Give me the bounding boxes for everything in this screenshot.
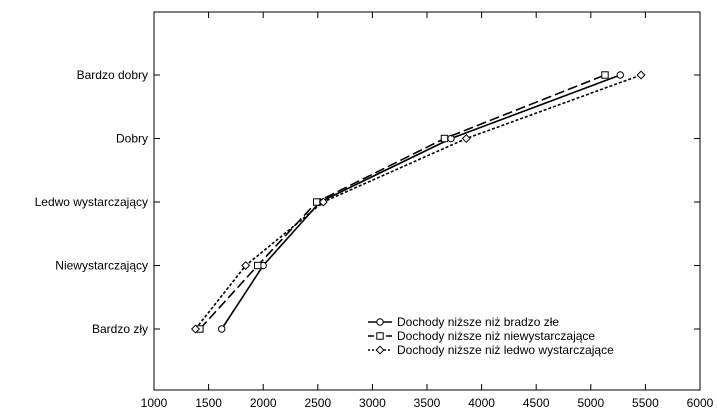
data-point-square [254, 261, 262, 270]
legend-swatch-marker [376, 318, 384, 326]
x-tick-label: 4000 [468, 396, 495, 410]
data-point-circle [218, 325, 226, 333]
legend-item: Dochody niższe niż ledwo wystarczające [368, 343, 614, 357]
data-point-circle [616, 71, 624, 79]
legend-swatch-marker [375, 345, 385, 355]
y-tick-label: Dobry [116, 132, 148, 146]
data-point-square [440, 134, 449, 143]
x-tick-label: 3500 [414, 396, 441, 410]
x-tick-label: 2500 [304, 396, 331, 410]
series-2 [196, 71, 609, 333]
legend-swatch-marker [376, 332, 384, 340]
x-tick-label: 2000 [250, 396, 277, 410]
x-tick-label: 6000 [687, 396, 714, 410]
x-tick-label: 4500 [523, 396, 550, 410]
data-point-diamond [318, 197, 328, 207]
y-tick-label: Ledwo wystarczający [35, 195, 148, 209]
data-point-square [601, 71, 609, 79]
x-tick-label: 5500 [632, 396, 659, 410]
x-axis: 1000 1500 2000 2500 3000 3500 4000 4500 5000 5500… [141, 12, 714, 410]
legend-item: Dochody niższe niż niewystarczające [368, 329, 595, 343]
y-tick-label: Bardzo dobry [77, 68, 148, 82]
data-point-diamond [241, 260, 251, 271]
y-tick-label: Niewystarczający [55, 259, 148, 273]
series-layer [190, 70, 646, 334]
legend-label: Dochody niższe niż niewystarczające [397, 329, 595, 343]
x-tick-label: 5000 [577, 396, 604, 410]
x-tick-label: 3000 [359, 396, 386, 410]
x-tick-label: 1000 [141, 396, 168, 410]
legend-item: Dochody niższe niż bradzo złe [368, 315, 559, 329]
legend-label: Dochody niższe niż bradzo złe [397, 315, 559, 329]
data-point-diamond [636, 70, 646, 80]
series-line [199, 74, 606, 330]
series-line [194, 74, 642, 330]
x-tick-label: 1500 [195, 396, 222, 410]
series-line [221, 74, 621, 330]
data-point-diamond [461, 133, 471, 144]
legend-label: Dochody niższe niż ledwo wystarczające [397, 343, 614, 357]
data-point-diamond [190, 324, 201, 334]
series-3 [190, 70, 646, 334]
y-axis: Bardzo zły Niewystarczający Ledwo wystarcz… [35, 68, 700, 336]
series-1 [218, 71, 624, 333]
y-tick-label: Bardzo zły [92, 322, 148, 336]
